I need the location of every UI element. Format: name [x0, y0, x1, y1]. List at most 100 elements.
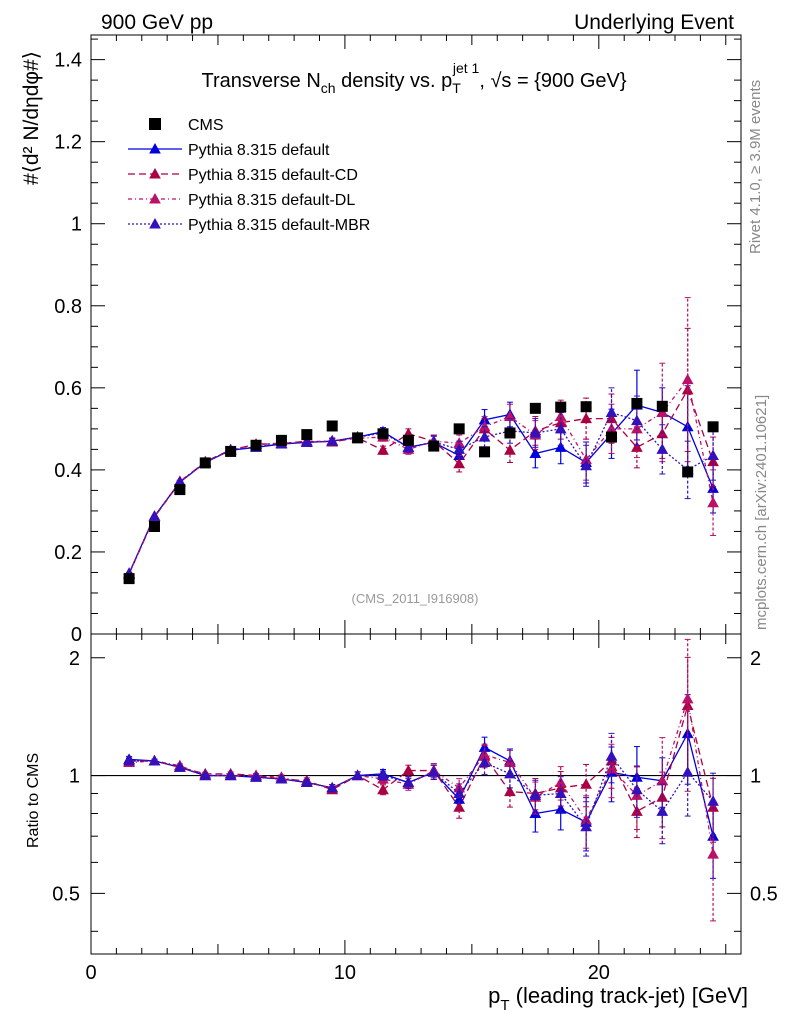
cms-data-point — [402, 434, 414, 446]
series-marker — [707, 449, 719, 461]
cms-data-point — [225, 445, 237, 457]
cms-data-point — [275, 434, 287, 446]
ratio-tick-label-right: 1 — [750, 766, 761, 788]
ratio-marker — [681, 766, 694, 777]
series-marker — [300, 436, 313, 447]
y-axis-label: #⟨d² N/dηdφ#⟩ — [20, 51, 43, 185]
x-axis-label: pT (leading track-jet) [GeV] — [488, 983, 748, 1014]
y-tick-label: 1 — [71, 214, 82, 236]
legend-marker-2 — [149, 192, 161, 204]
ratio-line — [129, 754, 714, 829]
x-tick-label: 10 — [334, 962, 356, 984]
legend-label-3: Pythia 8.315 default-MBR — [188, 217, 370, 234]
x-tick-label: 0 — [85, 962, 96, 984]
ratio-marker — [656, 774, 669, 786]
y-tick-label: 1.4 — [54, 50, 82, 72]
ratio-tick-label-left: 1 — [69, 766, 80, 788]
cms-data-point — [148, 521, 160, 533]
ratio-tick-label-left: 0.5 — [52, 883, 80, 905]
ratio-marker — [174, 761, 186, 772]
series-marker — [656, 443, 669, 454]
ratio-marker — [148, 754, 161, 766]
cms-data-point — [352, 432, 364, 444]
rivet-label: Rivet 4.1.0, ≥ 3.9M events — [747, 80, 764, 254]
series-marker — [554, 422, 567, 434]
series-marker — [504, 444, 516, 455]
series-0 — [123, 369, 719, 578]
ratio-line — [129, 698, 714, 855]
y-tick-label: 0.6 — [54, 378, 82, 400]
y-tick-label: 0.2 — [54, 542, 82, 564]
legend-cms-marker — [149, 118, 161, 130]
cms-data-point — [555, 401, 567, 413]
series-marker — [377, 444, 389, 455]
series-marker — [529, 447, 542, 458]
cms-data-point — [682, 466, 694, 478]
ratio-marker — [377, 769, 389, 781]
series-group — [123, 297, 719, 579]
ratio-marker — [402, 776, 415, 788]
series-marker — [681, 373, 694, 385]
cms-data-point — [453, 423, 465, 435]
series-marker — [656, 406, 669, 417]
ratio-marker — [250, 771, 262, 782]
legend-cms-label: CMS — [188, 117, 224, 134]
series-marker — [402, 441, 415, 452]
cms-data-point — [250, 439, 262, 451]
chart-title: Transverse Nch density vs. pTjet 1, √s =… — [201, 60, 626, 96]
legend-label-1: Pythia 8.315 default-CD — [188, 167, 358, 184]
ratio-y-axis-label: Ratio to CMS — [25, 753, 42, 848]
ratio-marker — [427, 766, 440, 777]
legend-label-2: Pythia 8.315 default-DL — [188, 192, 355, 209]
header-left: 900 GeV pp — [101, 11, 213, 34]
y-tick-label: 0.4 — [54, 460, 82, 482]
series-marker — [631, 414, 643, 426]
cms-data-point — [326, 420, 338, 432]
ratio-tick-label-right: 2 — [750, 648, 761, 670]
ratio-series-3 — [123, 732, 719, 857]
series-1 — [123, 327, 719, 579]
series-marker — [580, 459, 592, 471]
legend-marker-1 — [149, 167, 161, 179]
series-marker — [707, 496, 719, 508]
x-tick-label: 20 — [588, 962, 610, 984]
cms-data-point — [529, 402, 541, 414]
cms-data-point — [656, 400, 668, 412]
ratio-tick-label-left: 2 — [69, 648, 80, 670]
ratio-series-0 — [123, 694, 719, 879]
legend: CMS Pythia 8.315 default Pythia 8.315 defa… — [128, 117, 370, 234]
ratio-tick-label-right: 0.5 — [750, 883, 778, 905]
series-marker — [148, 510, 161, 521]
ratio-series-1 — [123, 656, 719, 843]
ratio-frame — [90, 633, 742, 955]
series-line — [128, 388, 714, 574]
analysis-id: (CMS_2011_I916908) — [352, 591, 479, 606]
cms-data-point — [479, 446, 491, 458]
ratio-marker — [351, 769, 364, 781]
series-marker — [326, 435, 339, 446]
cms-data-point — [606, 431, 618, 443]
mcplots-label: mcplots.cern.ch [arXiv:2401.10621] — [753, 395, 770, 630]
ratio-marker — [580, 820, 592, 832]
y-tick-label: 0.8 — [54, 296, 82, 318]
cms-data-point — [123, 573, 135, 585]
ratio-series-group — [123, 638, 719, 922]
series-marker — [478, 431, 491, 442]
cms-data-point — [301, 429, 313, 441]
ratio-marker — [529, 789, 542, 800]
cms-data-point — [631, 397, 643, 409]
ratio-marker — [707, 848, 719, 859]
series-line — [128, 378, 714, 575]
cms-data-point — [377, 428, 389, 440]
ratio-marker — [554, 803, 567, 814]
cms-data-point — [199, 457, 211, 469]
ratio-marker — [123, 754, 135, 766]
legend-label-0: Pythia 8.315 default — [188, 142, 330, 159]
series-marker — [707, 455, 719, 467]
ratio-marker — [224, 769, 237, 781]
series-marker — [605, 406, 618, 417]
y-tick-label: 0 — [71, 624, 82, 646]
series-marker — [554, 441, 567, 452]
cms-data-point — [174, 484, 186, 496]
